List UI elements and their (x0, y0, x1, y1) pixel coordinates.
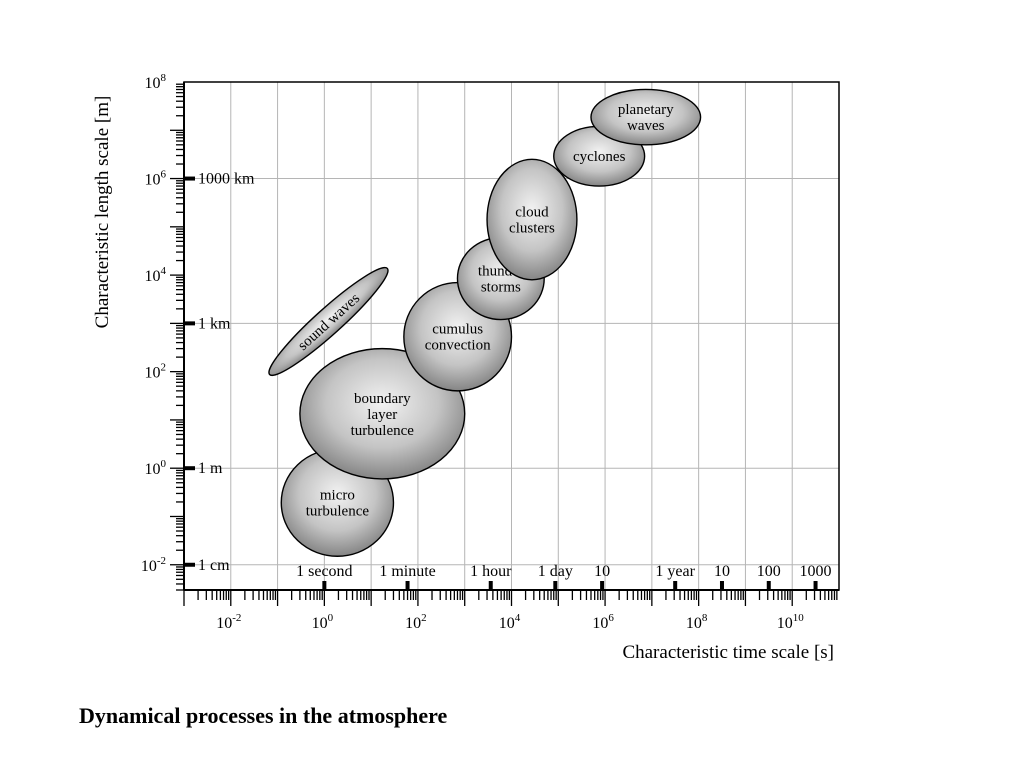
x-tick-label: 10-2 (216, 612, 241, 632)
x-unit-marker (600, 581, 605, 590)
y-tick-label: 102 (145, 362, 167, 382)
y-tick-label: 106 (145, 169, 167, 189)
x-unit-label: 1 minute (379, 563, 435, 580)
x-tick-label: 104 (499, 612, 521, 632)
x-unit-label: 1000 (800, 563, 832, 580)
x-unit-marker (553, 581, 558, 590)
x-unit-marker (813, 581, 818, 590)
x-tick-label: 102 (405, 612, 427, 632)
region-label: cloud (515, 205, 549, 221)
process-regions: microturbulenceboundarylayerturbulenceso… (268, 88, 702, 557)
y-tick-label: 104 (145, 265, 167, 285)
y-unit-label: 1 km (198, 315, 231, 332)
region-label: clusters (509, 221, 555, 237)
y-unit-marker (185, 562, 195, 567)
x-tick-label: 100 (312, 612, 334, 632)
region-ellipse (299, 347, 466, 480)
region-ellipse (486, 158, 578, 281)
y-unit-marker (185, 321, 195, 326)
y-tick-label: 108 (145, 72, 167, 92)
region-ellipse (268, 266, 389, 377)
x-unit-label: 1 second (296, 563, 352, 580)
region-label: turbulence (306, 504, 370, 520)
region-label: storms (481, 280, 521, 296)
region-label: layer (367, 407, 397, 423)
x-unit-label: 1 year (655, 563, 695, 580)
region-label: boundary (354, 391, 411, 407)
region-label: micro (320, 488, 355, 504)
y-unit-label: 1 m (198, 460, 223, 477)
y-unit-label: 1000 km (198, 171, 255, 188)
y-unit-label: 1 cm (198, 557, 230, 574)
x-unit-label: 1 day (538, 563, 573, 580)
x-unit-marker (405, 581, 410, 590)
x-tick-label: 108 (686, 612, 708, 632)
x-unit-label: 100 (757, 563, 781, 580)
region-label: planetary (618, 102, 674, 118)
y-tick-label: 10-2 (141, 555, 166, 575)
x-tick-label: 106 (592, 612, 614, 632)
region-label: cyclones (573, 149, 626, 165)
region-label: convection (425, 338, 491, 354)
x-unit-label: 10 (714, 563, 730, 580)
y-unit-marker (185, 176, 195, 181)
ticks: 10-2 100 102 104 106 108 1 cm 1 m 1 km 1000 km 10-… (141, 72, 838, 632)
region-label: turbulence (351, 423, 415, 439)
figure-caption: Dynamical processes in the atmosphere (79, 703, 448, 728)
y-unit-marker (185, 466, 195, 471)
grid-layer (183, 82, 840, 590)
x-axis-label: Characteristic time scale [s] (622, 642, 834, 663)
x-unit-marker (719, 581, 724, 590)
x-tick-label: 1010 (777, 612, 805, 632)
y-axis-label: Characteristic length scale [m] (92, 96, 113, 329)
x-unit-marker (488, 581, 493, 590)
region-label: cumulus (432, 322, 483, 338)
region-label: waves (627, 118, 665, 134)
x-unit-label: 1 hour (470, 563, 512, 580)
x-unit-label: 10 (594, 563, 610, 580)
x-unit-marker (766, 581, 771, 590)
y-tick-label: 100 (145, 458, 167, 478)
region-label: sound waves (295, 290, 363, 354)
region-ellipse (590, 88, 702, 146)
x-unit-marker (673, 581, 678, 590)
x-unit-marker (322, 581, 327, 590)
